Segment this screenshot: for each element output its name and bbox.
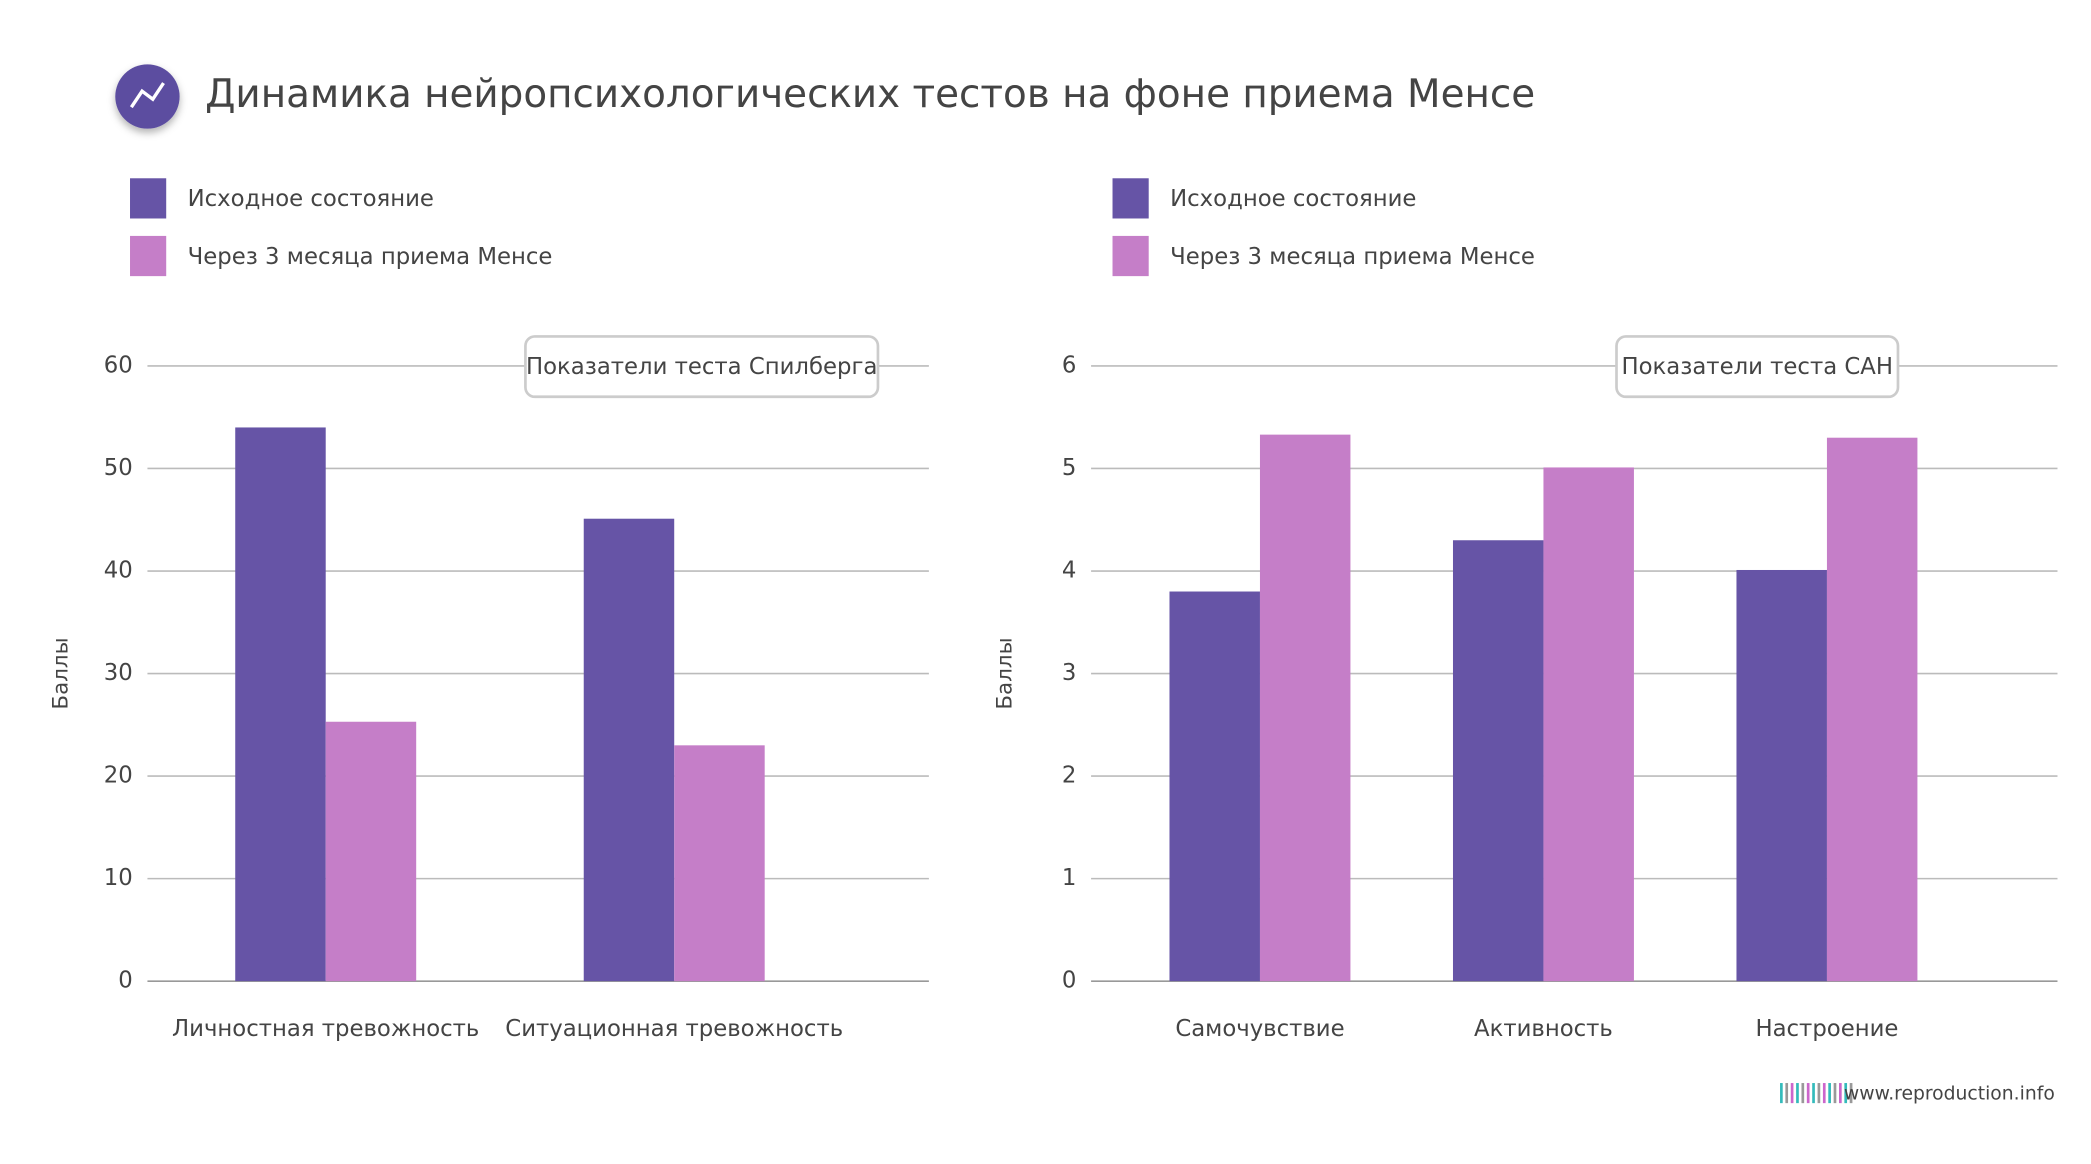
bar [1543,467,1634,982]
bar [325,721,417,982]
bar [235,427,326,982]
x-tick-label: Самочувствие [1175,1016,1344,1042]
y-tick-label: 30 [104,660,133,686]
x-tick-label: Ситуационная тревожность [505,1016,843,1042]
footer-logo [1780,1083,1853,1104]
annotation: Показатели теста Спилберга [526,354,877,380]
legend-label: Через 3 месяца приема Менсе [1170,244,1535,270]
x-tick-label: Личностная тревожность [172,1016,479,1042]
y-tick-label: 60 [104,352,133,378]
y-tick-label: 20 [104,763,133,789]
y-axis-label: Баллы [49,637,74,709]
legend-label: Исходное состояние [188,186,434,212]
legend-swatch [1112,235,1149,277]
y-tick-label: 1 [1062,865,1076,891]
bar [1169,591,1260,982]
y-tick-label: 6 [1062,352,1076,378]
y-tick-label: 2 [1062,763,1076,789]
x-tick-label: Настроение [1755,1016,1898,1042]
bar [1259,434,1351,982]
bar [674,745,765,982]
y-tick-label: 40 [104,558,133,584]
y-tick-label: 3 [1062,660,1076,686]
y-tick-label: 10 [104,865,133,891]
x-tick-label: Активность [1474,1016,1613,1042]
y-tick-label: 5 [1062,455,1076,481]
y-tick-label: 50 [104,455,133,481]
legend-swatch [1112,178,1149,219]
y-axis-label: Баллы [992,637,1017,709]
annotation-box [524,335,880,399]
bar [1826,437,1918,982]
footer-text: www.reproduction.info [1844,1083,2055,1104]
legend-swatch [130,235,167,277]
legend-label: Через 3 месяца приема Менсе [188,244,553,270]
bar [1452,540,1544,982]
page-title: Динамика нейропсихологических тестов на … [205,72,1535,117]
y-tick-label: 0 [118,968,132,994]
bar [1736,569,1827,982]
annotation-box [1615,335,1900,399]
y-tick-label: 0 [1062,968,1076,994]
bar [583,518,675,982]
legend-label: Исходное состояние [1170,186,1416,212]
annotation: Показатели теста САН [1622,354,1893,380]
title-icon-glyph [129,82,165,109]
y-tick-label: 4 [1062,558,1076,584]
legend-swatch [130,178,167,219]
